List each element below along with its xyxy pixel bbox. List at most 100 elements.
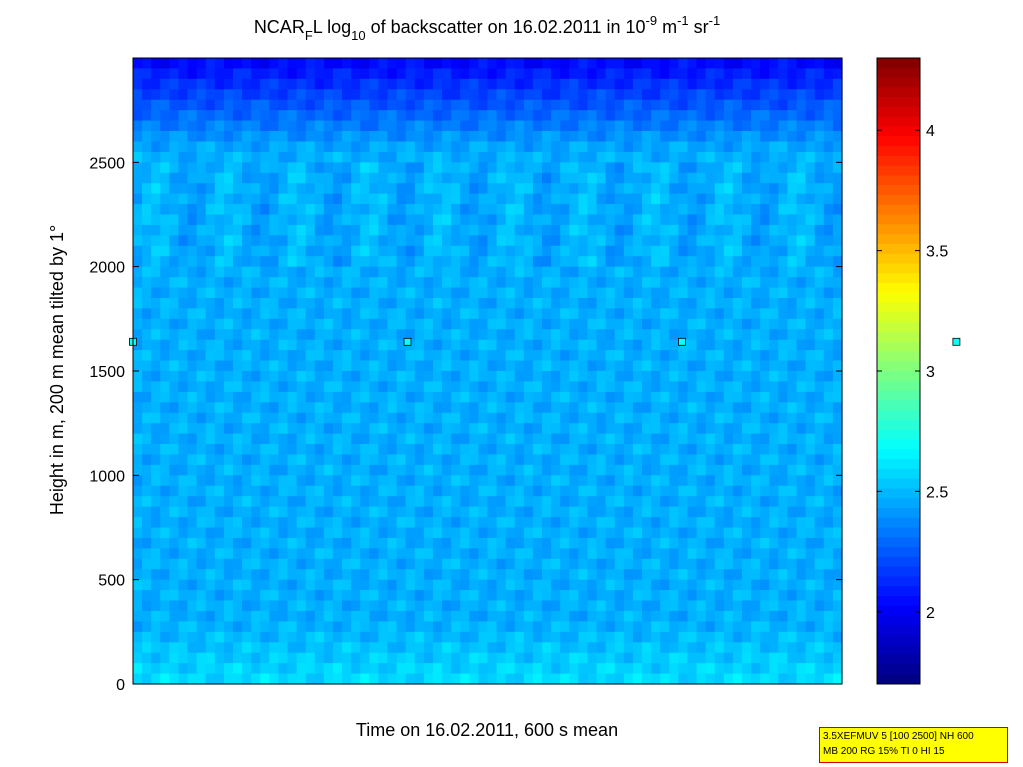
heatmap-cell bbox=[351, 663, 361, 675]
heatmap-cell bbox=[396, 631, 407, 643]
heatmap-cell bbox=[596, 183, 607, 195]
heatmap-cell bbox=[314, 110, 325, 122]
heatmap-cell bbox=[232, 256, 243, 268]
heatmap-cell bbox=[696, 621, 707, 633]
heatmap-cell bbox=[251, 131, 261, 143]
heatmap-cell bbox=[396, 68, 407, 80]
heatmap-cell bbox=[205, 548, 216, 560]
heatmap-cell bbox=[632, 162, 643, 174]
heatmap-cell bbox=[196, 350, 207, 362]
heatmap-cell bbox=[823, 318, 834, 330]
heatmap-cell bbox=[169, 537, 180, 549]
heatmap-cell bbox=[532, 548, 543, 560]
heatmap-cell bbox=[778, 610, 789, 622]
heatmap-cell bbox=[705, 600, 716, 612]
heatmap-cell bbox=[478, 162, 489, 174]
heatmap-cell bbox=[478, 485, 489, 497]
heatmap-cell bbox=[242, 350, 252, 362]
heatmap-cell bbox=[187, 172, 198, 184]
heatmap-cell bbox=[696, 444, 707, 456]
heatmap-cell bbox=[305, 610, 316, 622]
heatmap-cell bbox=[805, 58, 816, 70]
heatmap-cell bbox=[714, 308, 725, 320]
heatmap-cell bbox=[532, 58, 543, 70]
heatmap-cell bbox=[742, 485, 752, 497]
heatmap-cell bbox=[505, 110, 516, 122]
heatmap-cell bbox=[687, 266, 698, 278]
heatmap-cell bbox=[569, 464, 579, 476]
heatmap-cell bbox=[769, 663, 779, 675]
heatmap-cell bbox=[142, 506, 152, 518]
heatmap-cell bbox=[242, 277, 252, 289]
heatmap-cell bbox=[232, 141, 243, 153]
heatmap-cell bbox=[269, 475, 280, 487]
heatmap-cell bbox=[787, 558, 798, 570]
heatmap-cell bbox=[287, 371, 298, 383]
heatmap-cell bbox=[314, 193, 325, 205]
heatmap-cell bbox=[760, 120, 770, 132]
heatmap-cell bbox=[242, 360, 252, 372]
heatmap-cell bbox=[569, 193, 579, 205]
heatmap-cell bbox=[369, 204, 380, 216]
heatmap-cell bbox=[369, 642, 380, 654]
heatmap-cell bbox=[714, 172, 725, 184]
heatmap-cell bbox=[278, 506, 289, 518]
heatmap-cell bbox=[669, 464, 679, 476]
heatmap-cell bbox=[787, 193, 798, 205]
heatmap-cell bbox=[396, 642, 407, 654]
heatmap-cell bbox=[669, 131, 679, 143]
heatmap-cell bbox=[669, 579, 679, 591]
heatmap-cell bbox=[223, 350, 234, 362]
heatmap-cell bbox=[687, 297, 698, 309]
heatmap-cell bbox=[205, 329, 216, 341]
heatmap-cell bbox=[505, 131, 516, 143]
heatmap-cell bbox=[832, 120, 843, 132]
heatmap-cell bbox=[251, 569, 261, 581]
heatmap-cell bbox=[405, 297, 416, 309]
heatmap-cell bbox=[669, 517, 679, 529]
heatmap-cell bbox=[432, 517, 443, 529]
heatmap-cell bbox=[742, 371, 752, 383]
heatmap-cell bbox=[632, 360, 643, 372]
heatmap-cell bbox=[351, 454, 361, 466]
heatmap-cell bbox=[487, 610, 498, 622]
heatmap-cell bbox=[378, 266, 389, 278]
heatmap-cell bbox=[296, 120, 307, 132]
heatmap-cell bbox=[469, 204, 480, 216]
heatmap-cell bbox=[305, 224, 316, 236]
heatmap-cell bbox=[305, 277, 316, 289]
heatmap-cell bbox=[669, 600, 679, 612]
heatmap-cell bbox=[242, 371, 252, 383]
heatmap-cell bbox=[251, 517, 261, 529]
heatmap-cell bbox=[532, 652, 543, 664]
heatmap-cell bbox=[823, 99, 834, 111]
heatmap-cell bbox=[478, 558, 489, 570]
heatmap-cell bbox=[232, 204, 243, 216]
heatmap-cell bbox=[360, 204, 370, 216]
heatmap-cell bbox=[169, 360, 180, 372]
heatmap-cell bbox=[251, 621, 261, 633]
heatmap-cell bbox=[387, 506, 398, 518]
heatmap-cell bbox=[378, 297, 389, 309]
heatmap-cell bbox=[669, 610, 679, 622]
heatmap-cell bbox=[560, 496, 570, 508]
heatmap-cell bbox=[723, 89, 734, 101]
heatmap-cell bbox=[360, 131, 370, 143]
heatmap-cell bbox=[251, 245, 261, 257]
heatmap-cell bbox=[151, 558, 161, 570]
heatmap-cell bbox=[742, 214, 752, 226]
heatmap-cell bbox=[260, 339, 270, 351]
heatmap-cell bbox=[614, 78, 625, 90]
heatmap-cell bbox=[451, 391, 461, 403]
heatmap-cell bbox=[660, 381, 670, 393]
heatmap-cell bbox=[478, 475, 489, 487]
heatmap-cell bbox=[742, 464, 752, 476]
heatmap-cell bbox=[832, 172, 843, 184]
heatmap-cell bbox=[269, 412, 280, 424]
heatmap-cell bbox=[432, 423, 443, 435]
heatmap-cell bbox=[587, 183, 598, 195]
heatmap-cell bbox=[578, 287, 589, 299]
heatmap-cell bbox=[133, 339, 143, 351]
heatmap-cell bbox=[696, 350, 707, 362]
heatmap-cell bbox=[751, 506, 761, 518]
